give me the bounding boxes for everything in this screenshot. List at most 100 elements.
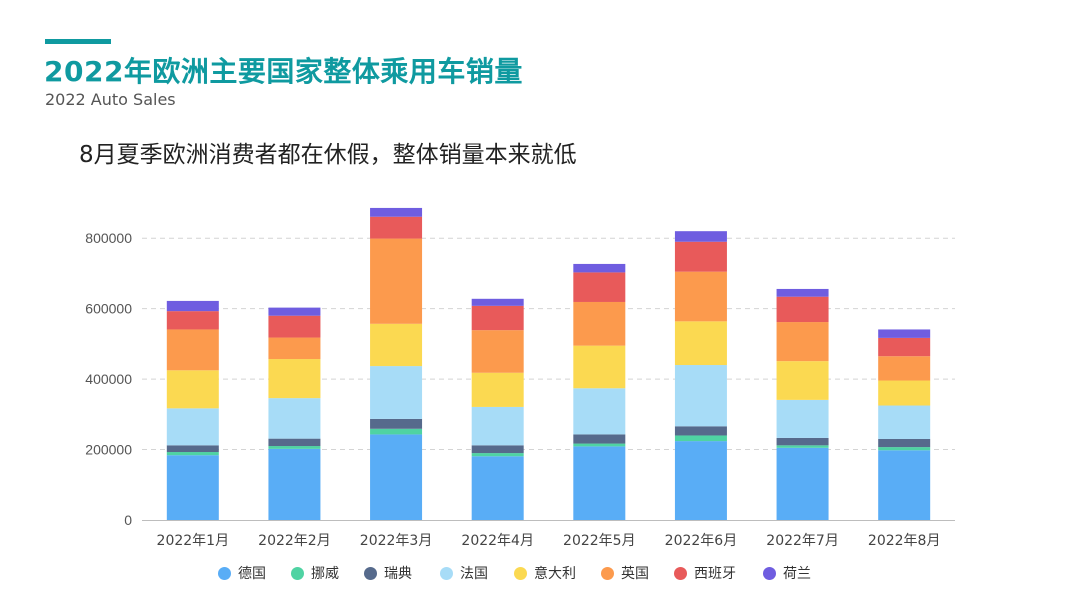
bar-segment: [268, 438, 321, 447]
bar-segment: [370, 207, 423, 217]
bar-segment: [776, 447, 829, 520]
legend-swatch: [674, 566, 687, 580]
bar-segment: [471, 305, 524, 331]
bars-layer: [166, 207, 931, 520]
bar-segment: [878, 337, 931, 357]
bar-segment: [268, 398, 321, 439]
bar-segment: [674, 426, 727, 436]
bar-segment: [166, 455, 219, 520]
bar-segment: [471, 456, 524, 520]
legend-swatch: [514, 566, 527, 580]
bar-segment: [166, 329, 219, 371]
y-tick-label: 800000: [85, 230, 132, 246]
bar-segment: [878, 450, 931, 520]
legend-item: 瑞典: [364, 562, 412, 584]
bar-segment: [776, 445, 829, 448]
bar-segment: [268, 446, 321, 449]
x-tick-label: 2022年1月: [157, 533, 230, 549]
bar-segment: [776, 437, 829, 446]
legend-label: 德国: [238, 566, 266, 582]
bar-segment: [878, 380, 931, 406]
bar-segment: [471, 453, 524, 457]
bar-segment: [471, 330, 524, 373]
bar-segment: [878, 356, 931, 381]
bar-segment: [573, 272, 626, 302]
legend-item: 英国: [601, 562, 649, 584]
y-tick-label: 200000: [85, 442, 132, 458]
legend-label: 西班牙: [694, 566, 736, 582]
title-accent-bar: [45, 39, 111, 44]
bar-segment: [268, 315, 321, 338]
bar-segment: [573, 263, 626, 273]
legend-item: 西班牙: [674, 562, 736, 584]
chart-headline: 8月夏季欧洲消费者都在休假，整体销量本来就低: [79, 142, 577, 168]
bar-segment: [573, 301, 626, 346]
bar-segment: [471, 406, 524, 446]
bar-segment: [268, 337, 321, 360]
legend-label: 瑞典: [384, 566, 412, 582]
bar-segment: [878, 447, 931, 451]
legend-item: 德国: [218, 562, 266, 584]
bar-segment: [878, 405, 931, 439]
bar-segment: [370, 428, 423, 435]
x-tick-label: 2022年3月: [360, 533, 433, 549]
bar-segment: [370, 434, 423, 520]
bar-segment: [674, 365, 727, 427]
page-subtitle: 2022 Auto Sales: [45, 90, 176, 109]
legend-label: 英国: [621, 566, 649, 582]
bar-segment: [674, 241, 727, 272]
bar-segment: [674, 441, 727, 520]
bar-segment: [268, 359, 321, 399]
bar-segment: [370, 366, 423, 419]
bar-segment: [573, 345, 626, 389]
bar-segment: [573, 446, 626, 520]
bar-segment: [776, 399, 829, 438]
legend-label: 挪威: [311, 566, 339, 582]
x-tick-label: 2022年6月: [665, 533, 738, 549]
stacked-bar-chart: 0 200000 400000 600000 800000 2022年1月 2022年2月 2…: [85, 207, 955, 549]
x-tick-label: 2022年5月: [563, 533, 636, 549]
bar-segment: [674, 271, 727, 322]
legend-item: 法国: [440, 562, 488, 584]
bar-segment: [166, 370, 219, 409]
bar-segment: [674, 321, 727, 366]
grid-layer: [142, 237, 955, 451]
legend-swatch: [364, 566, 377, 580]
bar-segment: [674, 231, 727, 242]
bar-segment: [166, 445, 219, 453]
chart-legend: 德国 挪威 瑞典 法国 意大利 英国 西班牙 荷兰: [0, 562, 1080, 584]
bar-segment: [268, 307, 321, 316]
bar-segment: [776, 288, 829, 297]
bar-segment: [776, 361, 829, 400]
legend-item: 荷兰: [763, 562, 811, 584]
bar-segment: [370, 216, 423, 239]
bar-segment: [370, 323, 423, 367]
bar-segment: [166, 452, 219, 456]
x-tick-label: 2022年2月: [258, 533, 331, 549]
axis-layer: 0 200000 400000 600000 800000 2022年1月 2022年2月 2…: [85, 230, 955, 549]
bar-segment: [573, 443, 626, 447]
bar-segment: [776, 296, 829, 323]
legend-label: 荷兰: [783, 566, 811, 582]
x-tick-label: 2022年8月: [868, 533, 941, 549]
bar-segment: [370, 238, 423, 324]
legend-label: 意大利: [534, 566, 576, 582]
bar-segment: [370, 418, 423, 429]
bar-segment: [166, 311, 219, 330]
bar-segment: [878, 438, 931, 448]
bar-segment: [268, 448, 321, 520]
y-tick-label: 400000: [85, 371, 132, 387]
bar-segment: [471, 298, 524, 306]
bar-segment: [166, 300, 219, 312]
bar-segment: [573, 388, 626, 435]
page-title: 2022年欧洲主要国家整体乘用车销量: [44, 55, 523, 88]
x-tick-label: 2022年4月: [461, 533, 534, 549]
legend-swatch: [601, 566, 614, 580]
legend-item: 挪威: [291, 562, 339, 584]
bar-segment: [776, 322, 829, 362]
y-tick-label: 0: [124, 512, 132, 528]
bar-segment: [878, 329, 931, 338]
legend-swatch: [291, 566, 304, 580]
y-tick-label: 600000: [85, 301, 132, 317]
legend-label: 法国: [460, 566, 488, 582]
